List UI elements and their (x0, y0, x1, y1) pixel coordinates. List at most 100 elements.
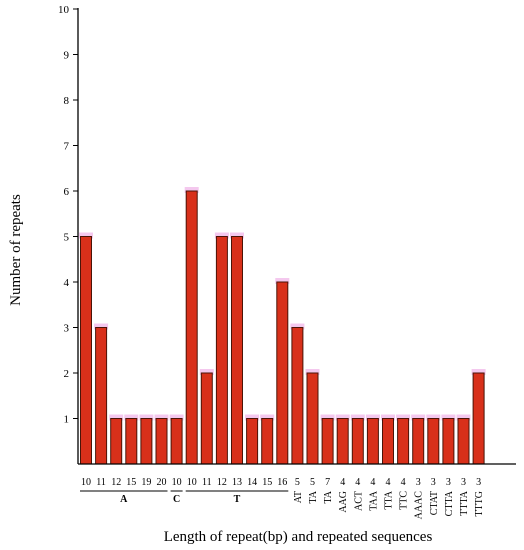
x-tick-label: 13 (232, 477, 242, 488)
bar (382, 418, 394, 465)
y-tick-label: 9 (64, 50, 70, 62)
x-tick-label: 12 (217, 477, 227, 488)
bar-highlight (320, 414, 335, 421)
bar (472, 372, 485, 465)
x-tick-label: 19 (141, 477, 151, 488)
x-tick-label: 4 (355, 477, 360, 488)
bar-highlight (396, 414, 411, 421)
x-tick-label: 3 (446, 477, 451, 488)
bar (306, 372, 319, 465)
bar (80, 236, 92, 465)
y-tick-label: 4 (64, 277, 70, 289)
x-tick-label: 7 (325, 477, 330, 488)
group-label: C (173, 494, 180, 505)
bar-highlight (230, 232, 244, 239)
bar (276, 281, 289, 465)
bar-highlight (350, 414, 365, 421)
x-tick-label: 10 (172, 477, 182, 488)
y-tick-label: 3 (64, 323, 70, 335)
bar (427, 418, 440, 465)
y-tick-label: 2 (64, 368, 70, 380)
bar-highlight (214, 232, 229, 239)
bar-highlight (260, 414, 275, 421)
x-tick-label: 16 (277, 477, 287, 488)
x-tick-label: 4 (340, 477, 345, 488)
bar-highlight (456, 414, 471, 421)
bar (95, 327, 108, 465)
motif-label: TA (323, 490, 334, 503)
bar (351, 418, 364, 465)
y-ticks: 1 2 3 4 5 6 7 8 9 10 (58, 4, 78, 426)
bar-highlight (275, 278, 290, 284)
motif-label: CTTA (444, 490, 455, 516)
x-tick-label: 3 (416, 477, 421, 488)
x-tick-label: 15 (262, 477, 272, 488)
x-tick-label: 14 (247, 477, 257, 488)
bar (215, 236, 228, 465)
x-tick-label: 3 (476, 477, 481, 488)
x-tick-labels: 10 11 12 15 19 20 10 10 11 12 13 14 15 16 5AT5TA7TA4AA… (81, 477, 485, 519)
bar-highlight (441, 414, 456, 421)
y-tick-label: 5 (64, 232, 70, 244)
x-tick-label: 3 (431, 477, 436, 488)
bar-highlight (184, 187, 199, 193)
y-tick-label: 10 (58, 4, 70, 16)
bar-highlight (381, 414, 395, 421)
y-tick-label: 7 (64, 141, 70, 153)
x-tick-label: 4 (401, 477, 406, 488)
bar (366, 418, 379, 465)
bar (140, 418, 153, 465)
bars-layer (79, 187, 486, 465)
bar (155, 418, 168, 465)
bar (336, 418, 349, 465)
bar (185, 190, 198, 465)
bar-highlight (411, 414, 426, 421)
bar (412, 418, 425, 465)
bar-highlight (471, 369, 486, 375)
motif-label: TTTG (474, 491, 485, 517)
bar-highlight (245, 414, 260, 421)
x-tick-label: 10 (81, 477, 91, 488)
x-tick-label: 11 (202, 477, 212, 488)
bar-highlight (305, 369, 320, 375)
bar-highlight (169, 414, 184, 421)
y-tick-label: 6 (64, 186, 70, 198)
bar (125, 418, 138, 465)
x-tick-label: 5 (295, 477, 300, 488)
motif-label: AAAC (414, 491, 425, 520)
bar (261, 418, 274, 465)
bar (442, 418, 455, 465)
bar-highlight (79, 232, 93, 239)
bar (291, 327, 304, 465)
motif-label: TAA (368, 490, 379, 511)
bar (200, 372, 213, 465)
x-tick-label: 15 (126, 477, 136, 488)
bar-highlight (199, 369, 214, 375)
motif-label: TTA (384, 490, 395, 509)
bar (321, 418, 334, 465)
y-axis-title: Number of repeats (8, 194, 24, 306)
motif-label: AT (293, 491, 304, 503)
x-tick-label: 4 (370, 477, 375, 488)
bar-highlight (335, 414, 350, 421)
y-tick-label: 8 (64, 95, 70, 107)
bar (231, 236, 243, 465)
bar-highlight (365, 414, 380, 421)
x-tick-label: 4 (386, 477, 391, 488)
x-tick-label: 5 (310, 477, 315, 488)
x-tick-label: 10 (187, 477, 197, 488)
group-label: T (234, 494, 241, 505)
bar-highlight (124, 414, 139, 421)
motif-label: CTAT (429, 491, 440, 515)
x-tick-label: 11 (96, 477, 106, 488)
bar-highlight (139, 414, 154, 421)
bar-highlight (154, 414, 169, 421)
y-tick-label: 1 (64, 414, 70, 426)
bar-highlight (109, 414, 124, 421)
motif-label: AAG (338, 491, 349, 513)
bar (397, 418, 410, 465)
bar (457, 418, 470, 465)
motif-label: TTC (399, 491, 410, 510)
bar (110, 418, 123, 465)
